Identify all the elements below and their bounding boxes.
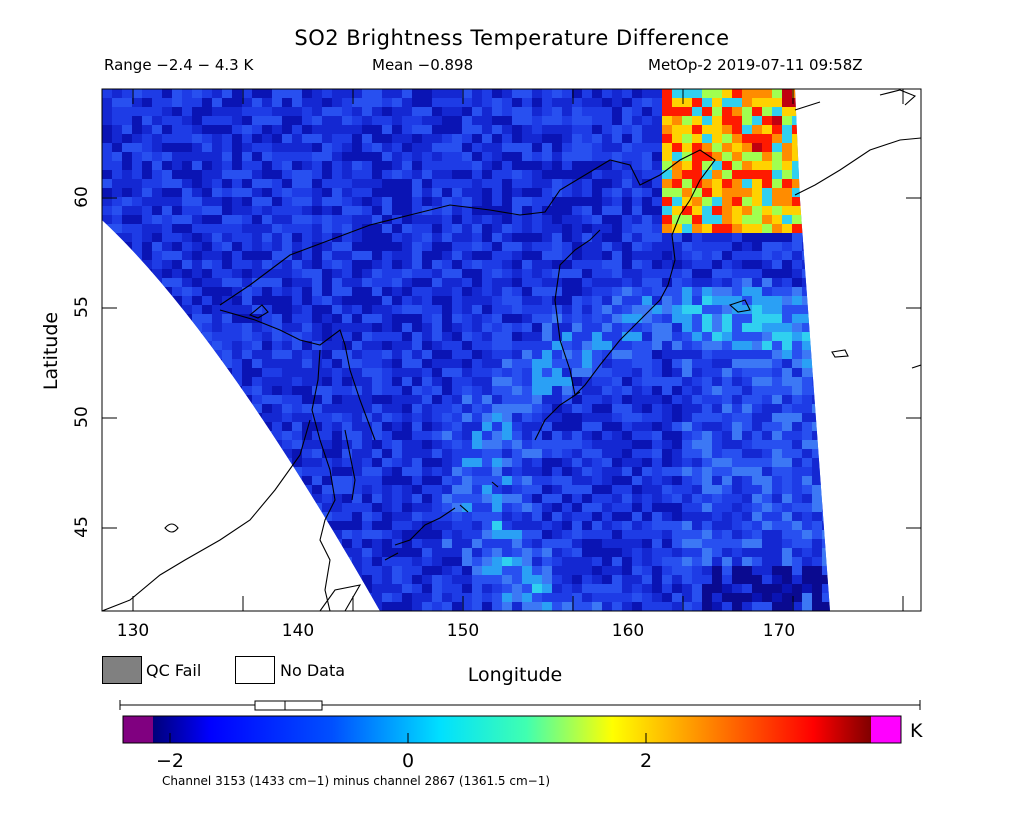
no-data-label: No Data <box>280 661 346 680</box>
colorbar-tick-label: 0 <box>401 750 415 772</box>
x-tick-label: 150 <box>446 621 480 641</box>
plot-frame <box>101 88 922 612</box>
y-ticks <box>102 197 921 529</box>
x-axis-label: Longitude <box>467 664 563 686</box>
y-tick-label: 45 <box>72 516 92 538</box>
colorbar-tick-label: −2 <box>155 750 184 772</box>
range-text: Range −2.4 − 4.3 K <box>104 56 254 74</box>
qc-fail-label: QC Fail <box>146 661 202 680</box>
channel-footnote: Channel 3153 (1433 cm−1) minus channel 2… <box>162 774 551 788</box>
colorbar-high-swatch <box>871 716 901 743</box>
no-data-swatch <box>235 656 275 684</box>
colorbar-tick-label: 2 <box>639 750 653 772</box>
qc-fail-swatch <box>102 656 142 684</box>
y-tick-label: 50 <box>72 406 92 428</box>
colorbar <box>119 700 921 744</box>
x-tick-label: 170 <box>762 621 796 641</box>
y-axis-label: Latitude <box>40 311 62 391</box>
x-tick-label: 160 <box>611 621 645 641</box>
swath-data <box>102 89 830 611</box>
y-tick-label: 60 <box>72 186 92 208</box>
x-ticks <box>132 89 904 611</box>
colorbar-unit: K <box>910 720 923 742</box>
source-text: MetOp-2 2019-07-11 09:58Z <box>648 56 863 74</box>
coastline <box>102 89 921 611</box>
map-title: SO2 Brightness Temperature Difference <box>294 26 730 50</box>
colorbar-gradient <box>153 716 871 743</box>
x-tick-label: 130 <box>116 621 150 641</box>
colorbar-low-swatch <box>123 716 153 743</box>
y-tick-label: 55 <box>72 296 92 318</box>
x-tick-label: 140 <box>281 621 315 641</box>
mean-text: Mean −0.898 <box>372 56 474 74</box>
